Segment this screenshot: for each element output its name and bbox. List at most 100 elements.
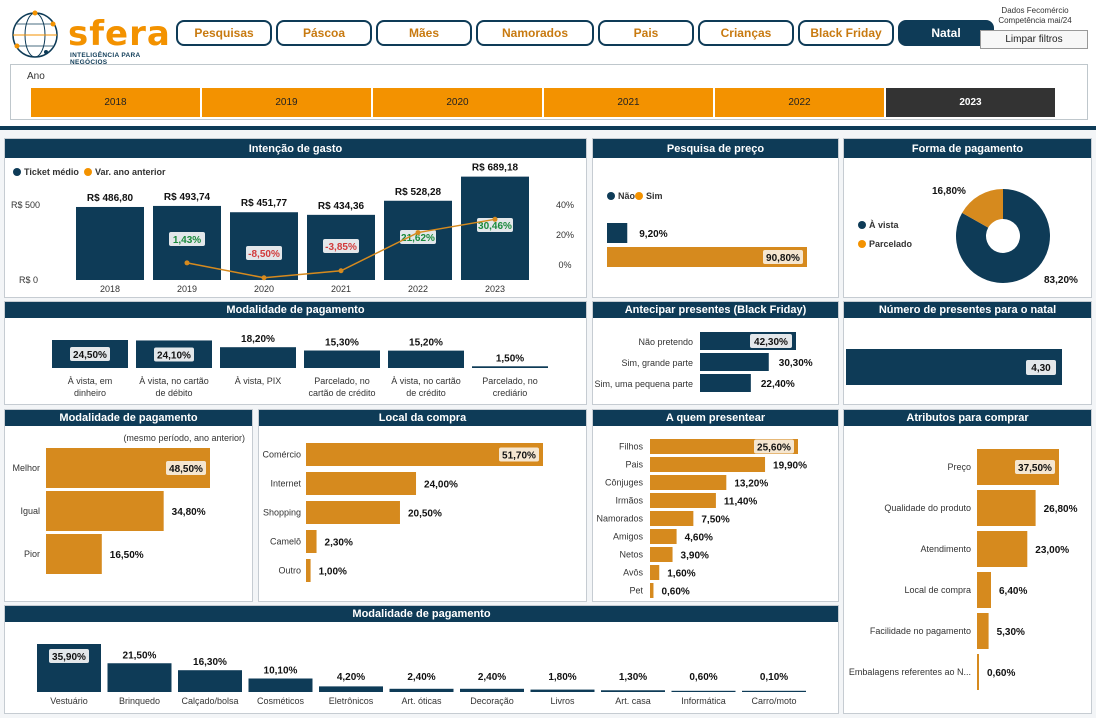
y-label-sim-uma-pequena-parte: Sim, uma pequena parte (594, 379, 693, 389)
year-filter: Ano 2018 2019 2020 2021 2022 2023 (10, 64, 1088, 120)
legend-swatch-nao (607, 192, 615, 200)
x-tick-label-2020: 2020 (254, 284, 274, 294)
bar-label-box-a-vista-no-cartao-de-debito (154, 347, 194, 362)
globe-icon (12, 10, 58, 58)
bar-nao (607, 223, 628, 243)
bar-informatica (671, 690, 736, 692)
bar-label-ticket-2023: R$ 689,18 (472, 163, 519, 174)
bar-label-ticket-2022: R$ 528,28 (395, 187, 442, 198)
bar-livros (530, 689, 595, 692)
bar-a-vista-pix (220, 347, 296, 368)
bar-decoracao (460, 688, 524, 692)
bar-label-ticket-2019: R$ 493,74 (164, 192, 211, 203)
var-label-box-2022 (400, 230, 436, 244)
tab-pascoa[interactable]: Páscoa (276, 20, 372, 46)
year-button-2022[interactable]: 2022 (715, 88, 884, 117)
x-label-parcelado-no-crediario-2: crediário (493, 388, 528, 398)
tab-pesquisas[interactable]: Pesquisas (176, 20, 272, 46)
var-point-2021 (338, 268, 344, 274)
x-label-parcelado-no-cartao-de-credito-2: cartão de crédito (308, 388, 375, 398)
legend-label-parcelado: Parcelado (869, 239, 913, 249)
x-label-a-vista-pix: À vista, PIX (235, 376, 282, 386)
bar-conjuges (650, 475, 727, 490)
y-label-sim-grande-parte: Sim, grande parte (621, 358, 693, 368)
bar-label-box-comercio (499, 447, 539, 462)
bar-label-sim: 90,80% (766, 253, 800, 264)
y-label-netos: Netos (619, 550, 643, 560)
bar-label-amigos: 4,60% (685, 533, 713, 544)
x-label-a-vista-no-cartao-de-credito-2: de crédito (406, 388, 446, 398)
var-point-2023 (492, 216, 498, 222)
bar-label-cosmeticos: 10,10% (264, 665, 298, 676)
panel-title: Forma de pagamento (844, 139, 1091, 158)
brand-tagline: INTELIGÊNCIA PARA NEGÓCIOS (70, 52, 141, 66)
slice-parcelado (962, 189, 1003, 228)
bar-label-numero: 4,30 (1031, 363, 1051, 374)
y-label-outro: Outro (278, 566, 301, 576)
y-label-igual: Igual (20, 506, 40, 516)
bar-label-box-melhor (166, 461, 206, 475)
x-label-decoracao: Decoração (470, 696, 514, 706)
bar-label-netos: 3,90% (681, 551, 709, 562)
y-tick-left: R$ 500 (11, 200, 40, 210)
var-label-2020: -8,50% (248, 249, 280, 260)
bar-amigos (650, 529, 677, 544)
period-text: Competência mai/24 (998, 16, 1072, 25)
year-button-2023[interactable]: 2023 (886, 88, 1055, 117)
bar-label-a-vista-no-cartao-de-credito: 15,20% (409, 338, 443, 349)
y-label-camelo: Camelô (270, 537, 301, 547)
bar-label-box-vestuario (49, 649, 89, 663)
year-button-2021[interactable]: 2021 (544, 88, 713, 117)
panel-title: Modalidade de pagamento (5, 606, 838, 622)
bar-internet (306, 472, 417, 495)
x-label-art-oticas: Art. óticas (401, 696, 442, 706)
bar-label-ticket-2021: R$ 434,36 (318, 201, 365, 212)
x-label-parcelado-no-cartao-de-credito: Parcelado, no (314, 376, 370, 386)
bar-label-namorados: 7,50% (701, 515, 729, 526)
year-button-2019[interactable]: 2019 (202, 88, 371, 117)
tab-maes[interactable]: Mães (376, 20, 472, 46)
bar-art-casa (601, 690, 665, 692)
x-label-informatica: Informática (681, 696, 726, 706)
slice-label-avista: 83,20% (1044, 275, 1078, 286)
tab-natal[interactable]: Natal (898, 20, 994, 46)
year-button-2020[interactable]: 2020 (373, 88, 542, 117)
y-label-namorados: Namorados (596, 514, 643, 524)
tab-black-friday[interactable]: Black Friday (798, 20, 894, 46)
y-tick-right: 40% (556, 200, 574, 210)
x-label-livros: Livros (550, 696, 575, 706)
chart-atributos: Preço 37,50% Qualidade do produto 26,80% Ate… (849, 449, 1078, 690)
y-label-atendimento: Atendimento (920, 544, 971, 554)
y-label-qualidade-do-produto: Qualidade do produto (884, 503, 971, 513)
brand-logo: sfera INTELIGÊNCIA PARA NEGÓCIOS (8, 8, 170, 66)
bar-qualidade-do-produto (977, 490, 1036, 526)
bar-label-preco: 37,50% (1018, 463, 1052, 474)
x-tick-label-2019: 2019 (177, 284, 197, 294)
var-label-box-2021 (323, 239, 359, 253)
bar-label-pet: 0,60% (661, 587, 689, 598)
bar-local-de-compra (977, 572, 991, 608)
var-label-2022: 21,62% (401, 233, 435, 244)
tab-namorados[interactable]: Namorados (476, 20, 594, 46)
y-label-facilidade-no-pagamento: Facilidade no pagamento (870, 626, 971, 636)
bar-label-a-vista-pix: 18,20% (241, 334, 275, 345)
bar-sim (607, 247, 807, 267)
y-tick-right: 0% (558, 260, 571, 270)
bar-sim-grande-parte (700, 353, 769, 371)
panel-title: Modalidade de pagamento (5, 410, 252, 426)
tab-pais[interactable]: Pais (598, 20, 694, 46)
legend-swatch-avista (858, 221, 866, 229)
bar-label-embalagens-referentes-ao-n: 0,60% (987, 668, 1015, 679)
y-label-conjuges: Cônjuges (605, 478, 644, 488)
panel-local: Local da compra Comércio 51,70% Internet 24… (258, 409, 587, 602)
clear-filters-button[interactable]: Limpar filtros (980, 30, 1088, 49)
panel-title: Local da compra (259, 410, 586, 426)
year-button-2018[interactable]: 2018 (31, 88, 200, 117)
var-label-2023: 30,46% (478, 221, 512, 232)
tab-criancas[interactable]: Crianças (698, 20, 794, 46)
bar-label-art-casa: 1,30% (619, 672, 647, 683)
bar-label-comercio: 51,70% (502, 451, 536, 462)
legend-label-sim: Sim (646, 191, 663, 201)
bar-calcado-bolsa (178, 670, 242, 692)
bar-parcelado-no-crediario (472, 366, 548, 368)
